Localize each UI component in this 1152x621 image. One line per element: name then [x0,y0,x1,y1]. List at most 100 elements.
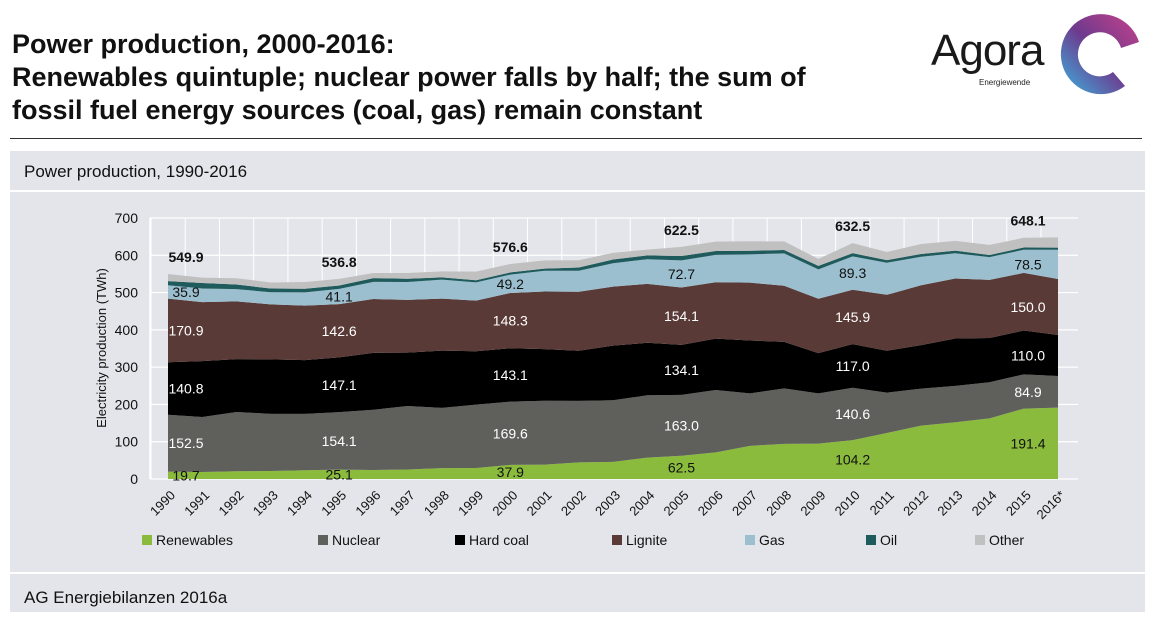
data-label-gas: 49.2 [497,276,524,292]
x-tick-label: 2009 [797,488,828,519]
data-label-lignite: 145.9 [835,309,870,325]
y-axis-title: Electricity production (TWh) [94,268,109,428]
data-label-hard-coal: 110.0 [1011,347,1045,363]
area-other [168,237,1058,289]
legend-label: Oil [880,532,898,548]
area-gas [168,249,1058,306]
title-line-1: Power production, 2000-2016: [12,29,395,59]
legend-item-oil: Oil [866,532,897,548]
legend-item-lignite: Lignite [612,532,667,548]
x-tick-label: 1991 [181,488,212,519]
logo-subtext: Energiewende [979,78,1031,87]
x-tick-label: 2003 [592,488,623,519]
x-tick-label: 2007 [729,488,760,519]
legend-label: Nuclear [332,532,381,548]
legend-swatch [975,535,985,545]
x-tick-label: 1994 [284,488,315,519]
x-tick-label: 2011 [867,488,897,518]
title-line-3: fossil fuel energy sources (coal, gas) r… [12,95,703,125]
source-note: AG Energiebilanzen 2016a [24,588,228,607]
legend-swatch [318,535,328,545]
data-label-lignite: 154.1 [664,308,699,324]
data-label-nuclear: 169.6 [493,425,528,441]
data-label-lignite: 170.9 [168,322,203,338]
x-tick-label: 1998 [421,488,452,519]
x-tick-label: 1993 [250,488,281,519]
x-tick-label: 1992 [216,488,247,519]
legend-label: Gas [759,532,785,548]
y-tick-label: 500 [115,285,139,301]
data-label-hard-coal: 140.8 [168,381,203,397]
panel-divider-bottom [10,572,1145,574]
legend-item-gas: Gas [745,532,785,548]
data-label-hard-coal: 147.1 [322,377,357,393]
data-label-gas: 35.9 [172,284,199,300]
x-tick-label: 2014 [969,488,1000,519]
title-line-2: Renewables quintuple; nuclear power fall… [12,62,806,92]
legend-label: Lignite [626,532,668,548]
data-label-hard-coal: 134.1 [664,362,699,378]
x-tick-label: 2015 [1003,488,1034,519]
legend-item-nuclear: Nuclear [318,532,380,548]
data-label-nuclear: 154.1 [322,433,357,449]
x-tick-label: 2004 [626,488,657,519]
area-oil [168,247,1058,293]
x-tick-label: 2012 [900,488,931,519]
panel-divider-top [10,190,1145,192]
legend-item-renewables: Renewables [142,532,233,548]
legend-item-hard-coal: Hard coal [455,532,529,548]
x-tick-label: 2002 [558,488,589,519]
chart-legend: Renewables Nuclear Hard coal Lignite Gas Oil O… [0,532,1152,552]
data-label-nuclear: 152.5 [168,435,203,451]
data-label-gas: 78.5 [1014,256,1041,272]
area-nuclear [168,374,1058,472]
x-tick-label: 1997 [387,488,418,519]
data-label-hard-coal: 117.0 [836,358,870,374]
legend-swatch [612,535,622,545]
x-tick-label: 2001 [524,488,555,519]
total-label: 622.5 [664,222,699,238]
y-tick-label: 200 [115,396,139,412]
x-tick-label: 2005 [661,488,692,519]
y-tick-label: 100 [115,434,139,450]
data-label-renewables: 37.9 [497,464,524,480]
x-tick-label: 1996 [352,488,383,519]
data-label-nuclear: 84.9 [1014,384,1041,400]
panel-subtitle: Power production, 1990-2016 [24,162,248,181]
area-lignite [168,272,1058,363]
data-label-lignite: 148.3 [493,313,528,329]
legend-swatch [455,535,465,545]
data-label-renewables: 62.5 [668,459,695,475]
legend-swatch [866,535,876,545]
data-label-nuclear: 163.0 [664,417,699,433]
y-tick-label: 600 [115,247,139,263]
area-hard-coal [168,330,1058,417]
x-tick-label: 1995 [318,488,349,519]
legend-swatch [745,535,755,545]
data-label-renewables: 25.1 [326,466,353,482]
data-label-renewables: 191.4 [1010,435,1045,451]
x-tick-label: 1999 [455,488,486,519]
total-label: 648.1 [1010,212,1045,228]
data-label-renewables: 19.7 [172,467,199,483]
total-label: 536.8 [322,254,357,270]
legend-label: Other [989,532,1025,548]
data-label-lignite: 150.0 [1010,299,1045,315]
y-tick-label: 0 [130,471,138,487]
data-label-lignite: 142.6 [322,323,357,339]
y-tick-label: 700 [115,210,139,226]
total-label: 632.5 [835,218,870,234]
agora-logo: Agora Energiewende [925,12,1145,102]
legend-label: Renewables [156,532,234,548]
x-tick-label: 2010 [832,488,863,519]
legend-item-other: Other [975,532,1024,548]
data-label-gas: 72.7 [668,266,695,282]
data-label-gas: 89.3 [839,265,866,281]
data-label-hard-coal: 143.1 [493,367,528,383]
data-label-gas: 41.1 [326,289,353,305]
data-label-nuclear: 140.6 [835,406,870,422]
data-label-renewables: 104.2 [835,452,870,468]
logo-ring-icon [1060,14,1139,95]
x-tick-label: 2006 [695,488,726,519]
